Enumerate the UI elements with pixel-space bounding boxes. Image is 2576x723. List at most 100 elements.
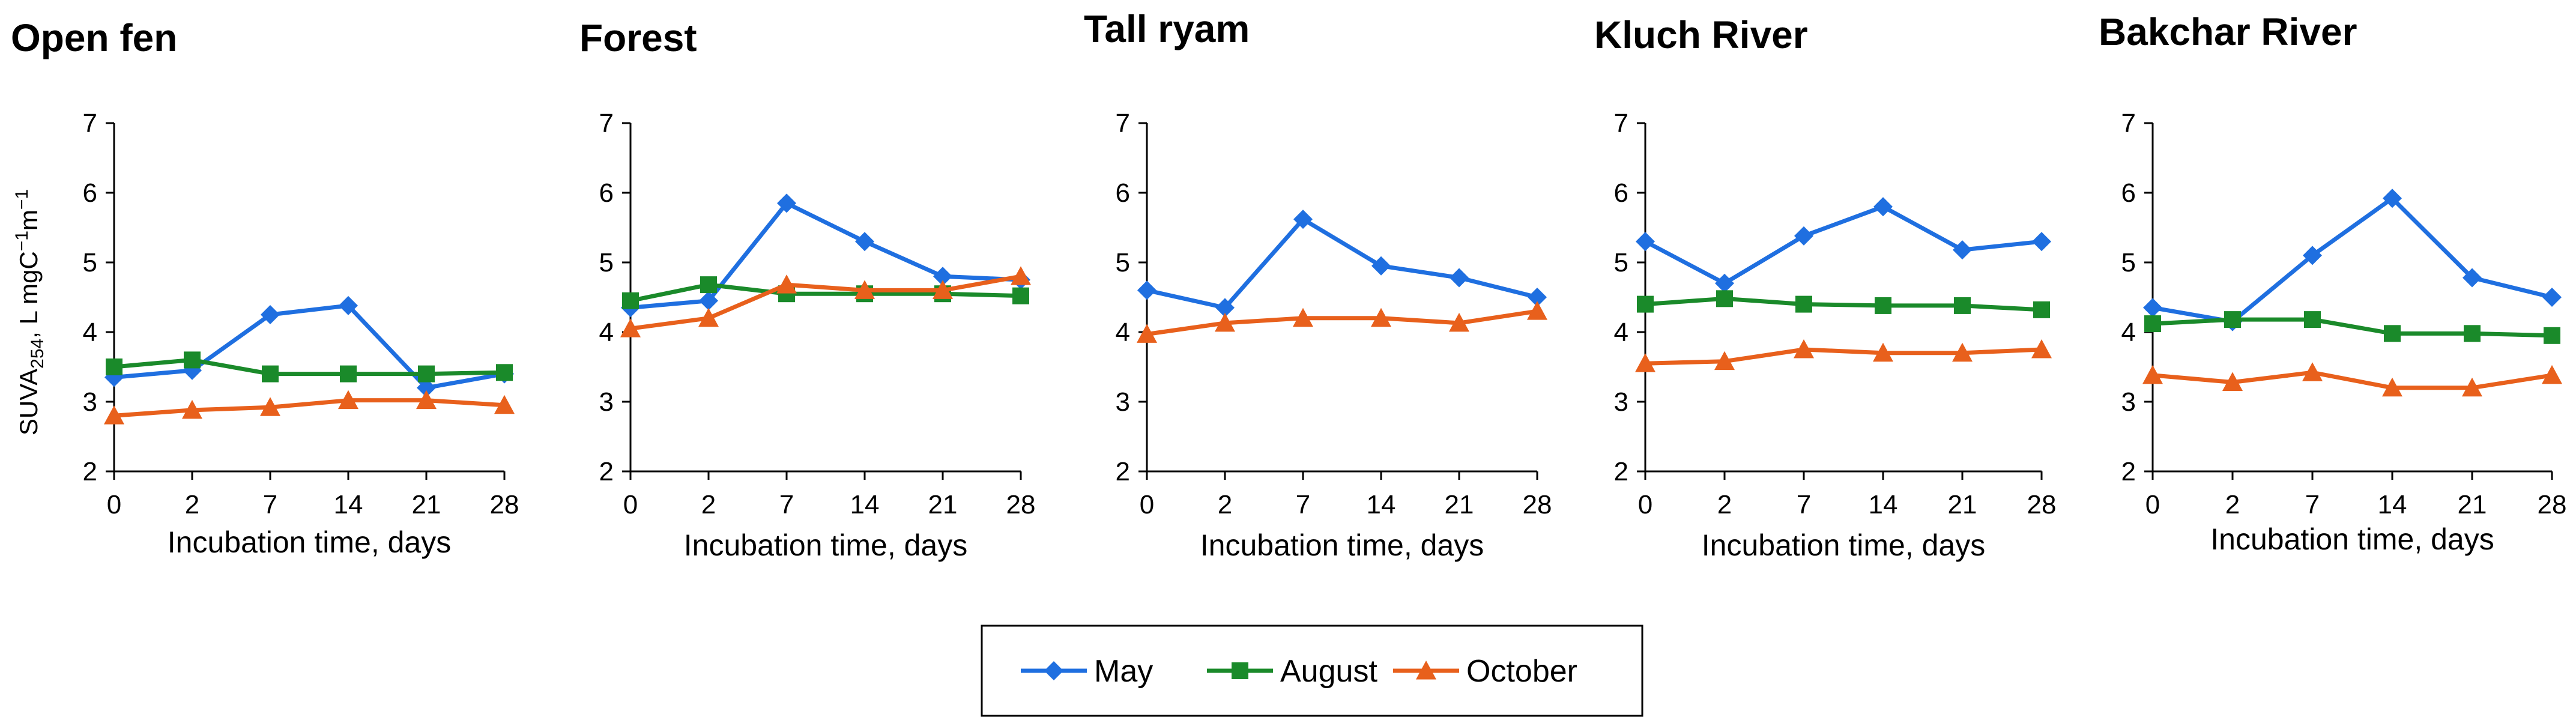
panel-title: Open fen [11, 16, 177, 59]
series-october [104, 390, 515, 425]
legend-label: August [1280, 654, 1377, 689]
legend-item-may: May [1021, 654, 1153, 689]
series-line-october [1146, 309, 1538, 336]
series-august [2144, 311, 2560, 344]
data-point-october [1794, 339, 1814, 358]
series-line-august [2152, 317, 2553, 338]
data-point-may [339, 295, 358, 315]
data-point-october [2462, 377, 2482, 397]
data-point-october [1873, 342, 1893, 362]
data-point-may [2303, 246, 2322, 265]
data-point-october [698, 307, 719, 327]
legend-item-october: October [1393, 654, 1577, 689]
x-tick-label: 7 [263, 490, 277, 519]
data-point-august [2464, 325, 2481, 342]
series-october [2142, 362, 2562, 397]
data-point-may [1794, 226, 1813, 246]
data-point-august [2033, 301, 2050, 318]
data-point-october [620, 318, 641, 337]
x-tick-label: 2 [2225, 490, 2240, 519]
data-point-august [1875, 297, 1891, 314]
data-point-may [2143, 298, 2162, 318]
x-tick-label: 21 [1948, 490, 1977, 519]
series-line-may [113, 303, 505, 390]
data-point-august [106, 358, 122, 375]
data-point-october [2142, 365, 2163, 384]
data-point-august [184, 351, 201, 369]
y-tick-label: 2 [1614, 457, 1628, 486]
data-point-august [2224, 311, 2241, 328]
y-tick-label: 5 [599, 248, 614, 277]
series-may [621, 193, 1030, 318]
data-point-august [1716, 290, 1733, 307]
series-line-august [1645, 296, 2042, 312]
legend-marker [1232, 662, 1248, 679]
series-line-august [630, 282, 1021, 303]
y-tick-label: 3 [1614, 387, 1628, 417]
series-line-may [1644, 204, 2042, 286]
data-point-august [622, 292, 639, 309]
data-point-august [1637, 295, 1654, 313]
data-point-october [1714, 351, 1735, 371]
x-tick-label: 21 [1445, 490, 1474, 519]
x-tick-label: 7 [2305, 490, 2320, 519]
data-point-august [2544, 327, 2560, 344]
y-axis-label-sup2: −1 [12, 189, 32, 210]
x-tick-label: 0 [1638, 490, 1652, 519]
y-axis-label: SUVA254, L mgC−1m−1 [12, 189, 47, 435]
y-tick-label: 4 [1116, 318, 1130, 347]
data-point-october [1215, 312, 1235, 332]
x-tick-label: 28 [2538, 490, 2567, 519]
y-tick-label: 3 [83, 387, 97, 417]
y-tick-label: 4 [83, 318, 97, 347]
x-tick-label: 14 [1367, 490, 1396, 519]
y-tick-label: 5 [1116, 248, 1130, 277]
legend-box [981, 625, 1643, 717]
y-tick-label: 7 [599, 109, 614, 138]
data-point-august [1954, 297, 1971, 314]
x-tick-label: 0 [1140, 490, 1154, 519]
series-line-october [630, 274, 1021, 331]
data-point-may [1450, 268, 1469, 288]
data-point-october [2542, 365, 2562, 384]
data-point-august [1795, 295, 1812, 313]
data-point-october [2031, 339, 2052, 358]
series-october [1635, 339, 2052, 372]
data-point-may [2383, 189, 2402, 208]
data-point-october [1371, 307, 1391, 327]
data-point-august [700, 276, 717, 294]
data-point-october [260, 397, 280, 416]
panel-title: Bakchar River [2099, 10, 2357, 53]
data-point-may [1715, 273, 1734, 293]
x-tick-label: 2 [1717, 490, 1732, 519]
series-may [2143, 189, 2562, 331]
y-tick-label: 7 [2121, 109, 2136, 138]
y-axis-label-subscript: 254 [28, 339, 47, 369]
data-point-august [262, 365, 279, 383]
data-point-may [417, 378, 436, 398]
series-august [1637, 290, 2050, 318]
x-tick-label: 14 [2378, 490, 2407, 519]
data-point-may [1953, 240, 1972, 260]
series-line-august [113, 357, 505, 377]
data-point-october [933, 280, 953, 299]
y-tick-label: 5 [2121, 248, 2136, 277]
data-point-may [1293, 210, 1313, 229]
x-tick-label: 28 [490, 490, 519, 519]
data-point-august [2384, 325, 2401, 342]
data-point-october [1137, 324, 1157, 343]
legend-marker [1044, 661, 1063, 680]
data-point-october [104, 405, 124, 425]
y-tick-label: 2 [2121, 457, 2136, 486]
legend-marker [1416, 661, 1436, 680]
x-axis-label: Incubation time, days [1200, 528, 1484, 562]
x-axis-label: Incubation time, days [2210, 522, 2494, 556]
x-tick-label: 7 [779, 490, 794, 519]
x-tick-label: 21 [412, 490, 441, 519]
y-axis-label-sup1: −1 [12, 231, 32, 251]
